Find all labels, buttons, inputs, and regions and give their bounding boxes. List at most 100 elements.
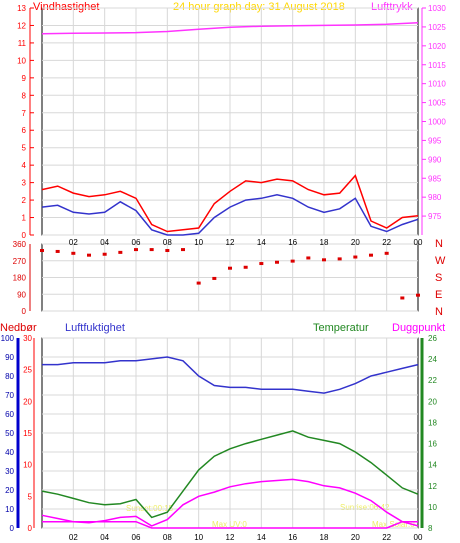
x-tick-label: 08 [163,533,172,542]
wind-tick-label: 13 [17,4,26,13]
chart-title: 24 hour graph day: 31 August 2018 [173,1,345,13]
dir-label-e: E [435,289,442,301]
temp-tick-label: 8 [428,524,433,533]
pressure-tick-label: 975 [428,212,442,221]
x-tick-label: 20 [351,238,360,247]
precip-tick-label: 90 [5,353,14,362]
humidity-tick-label: 30 [23,334,32,343]
wind-tick-label: 9 [22,74,27,83]
grid-lines [42,7,418,529]
wind-axis-label: Vindhastighet [33,1,99,13]
temp-axis-label: Temperatur [313,322,369,334]
pressure-tick-label: 1005 [428,99,446,108]
wind-tick-label: 10 [17,56,26,65]
direction-point [400,296,405,300]
x-tick-label: 12 [226,533,235,542]
x-tick-label: 16 [288,533,297,542]
wind-tick-label: 0 [22,231,27,240]
x-tick-label: 06 [132,533,141,542]
dir-label-w: W [435,255,446,267]
temp-tick-label: 16 [428,440,437,449]
direction-point [322,258,326,262]
direction-point [102,252,107,256]
wind-tick-label: 3 [22,179,27,188]
dir-label-n-top: N [435,238,443,250]
x-tick-label: 04 [100,533,109,542]
precip-tick-label: 40 [5,448,14,457]
temp-tick-label: 18 [428,418,437,427]
precip-tick-label: 100 [1,334,15,343]
temp-tick-label: 24 [428,355,437,364]
pressure-tick-label: 1010 [428,80,446,89]
direction-point [134,248,138,252]
x-tick-label: 20 [351,533,360,542]
humidity-line [42,356,419,394]
direction-tick-label: 0 [22,307,27,316]
pressure-tick-label: 1020 [428,42,446,51]
x-tick-label: 18 [320,533,329,542]
direction-point [243,265,248,269]
wind-tick-label: 6 [22,126,27,135]
humidity-axis-label: Luftfuktighet [65,322,125,334]
direction-point [165,249,170,253]
axis-ticks: 0202040406060808101012121414161618182020… [1,4,447,542]
direction-point [290,259,295,263]
pressure-tick-label: 1025 [428,23,446,32]
pressure-tick-label: 985 [428,174,442,183]
dewpoint-axis-label: Duggpunkt [392,322,445,334]
precip-tick-label: 10 [5,505,14,514]
precip-tick-label: 30 [5,467,14,476]
precip-axis-label: Nedbør [0,322,37,334]
direction-tick-label: 90 [17,290,26,299]
precip-tick-label: 0 [10,524,15,533]
x-tick-label: 18 [320,238,329,247]
direction-point [369,253,373,257]
humidity-tick-label: 10 [23,461,32,470]
temp-tick-label: 26 [428,334,437,343]
humidity-tick-label: 5 [28,492,33,501]
x-tick-label: 06 [132,238,141,247]
direction-point [149,248,154,252]
direction-point [118,250,123,254]
pressure-tick-label: 1030 [428,4,446,13]
wind-tick-label: 1 [22,214,27,223]
x-tick-label: 14 [257,533,266,542]
wind-tick-label: 2 [22,196,27,205]
direction-point [71,251,76,255]
dir-label-n-bottom: N [435,306,443,318]
direction-point [306,256,311,260]
precip-tick-label: 20 [5,486,14,495]
x-tick-label: 12 [226,238,235,247]
direction-point [196,281,201,285]
direction-point [259,262,264,266]
wind-tick-label: 7 [22,109,27,118]
wind-tick-label: 11 [18,39,27,48]
x-tick-label: 16 [288,238,297,247]
direction-point [275,260,279,264]
x-tick-label: 02 [69,533,78,542]
precip-tick-label: 80 [5,372,14,381]
x-tick-label: 10 [194,238,203,247]
x-tick-label: 22 [382,238,391,247]
direction-point [416,293,420,297]
sunrise-legend: Sunrise:06:42 [340,503,390,512]
pressure-tick-label: 995 [428,136,442,145]
direction-point [55,249,60,253]
temp-tick-label: 12 [428,482,437,491]
x-tick-label: 00 [414,238,423,247]
direction-point [384,251,389,255]
direction-point [337,257,342,261]
humidity-tick-label: 15 [23,429,32,438]
pressure-tick-label: 1015 [428,61,446,70]
pressure-tick-label: 990 [428,155,442,164]
humidity-tick-label: 25 [23,366,32,375]
x-tick-label: 00 [414,533,423,542]
temp-tick-label: 10 [428,503,437,512]
direction-point [228,266,232,270]
direction-tick-label: 360 [13,240,27,249]
x-tick-label: 14 [257,238,266,247]
wind-tick-label: 12 [17,21,26,30]
pressure-tick-label: 1000 [428,118,446,127]
